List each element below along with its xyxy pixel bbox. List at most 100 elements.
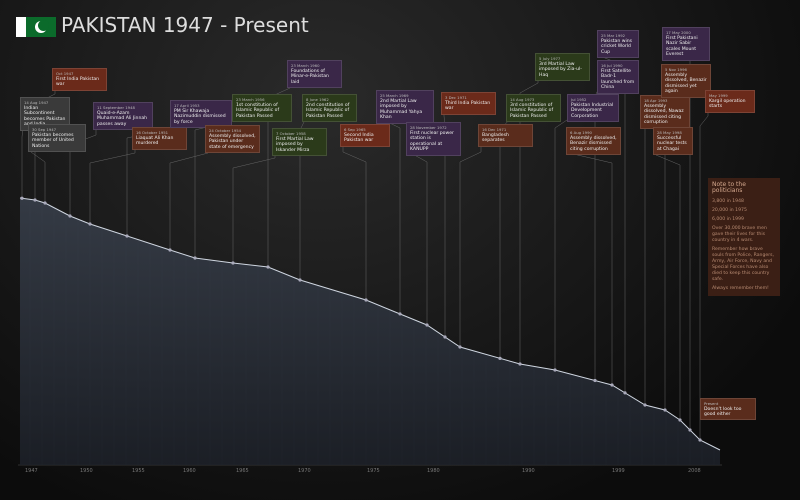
event-date: 14 Aug 1973 [510,97,535,102]
event-date: Present [704,401,719,406]
connector [699,108,709,440]
event-text: Third India Pakistan war [445,100,491,112]
connector [655,147,681,420]
event-text: Pakistan becomes member of United Nation… [32,132,74,149]
event-text: First nuclear power station is operation… [410,130,454,153]
event-date: 25 March 1969 [380,93,409,98]
event-box: 25 March 1969 2nd Martial Law imposed by … [376,90,434,124]
connector [232,150,276,263]
event-box: 28 November 1972 First nuclear power stat… [406,122,461,156]
event-box: Oct 1947 First India Pakistan war [52,68,107,91]
event-box: 16 Jul 1990 First Satellite Badr-1 launch… [597,60,639,94]
event-date: 16 Jul 1990 [601,63,623,68]
connector [408,144,428,325]
event-date: 11 September 1948 [97,105,135,110]
event-date: 25 Mar 1992 [601,33,626,38]
event-text: Assembly dissolved, Benazir dismissed ci… [570,135,617,152]
year-label: 1947 [25,468,38,474]
event-point [458,345,462,349]
event-point [688,428,692,432]
event-box: Jul 1952 Pakistan Industrial Development … [567,94,619,123]
event-box: 17 April 1953 PM Sir Khawaja Nazimuddin d… [170,100,232,129]
event-box: 8 June 1962 2nd constitution of Islamic R… [302,94,357,123]
event-box: 11 September 1948 Quaid-e-Azam Muhammad A… [93,102,153,131]
event-box: 23 March 1960 Foundations of Minar-e-Paki… [287,60,342,89]
event-text: 2nd Martial Law imposed by Muhammad Yahy… [380,98,423,121]
event-point [168,248,172,252]
event-box: May 1999 Kargil operation starts [705,90,755,113]
note-line: Over 30,000 brave men gave their lives f… [712,226,767,243]
event-text: Pakistan Industrial Development Corporat… [571,102,614,119]
event-text: Assembly dissolved, Pakistan under state… [209,133,256,150]
year-label: 1965 [236,468,249,474]
event-point [518,362,522,366]
note-line: 6,000 in 1999 [712,217,744,222]
connector [89,145,136,224]
event-text: Assembly dissolved, Nawaz dismissed citi… [644,103,684,126]
trend-line [19,197,721,451]
event-date: 8 June 1962 [306,97,329,102]
event-date: 14 Aug 1947 [24,100,49,105]
event-point [364,298,368,302]
connector [642,111,646,405]
title: PAKISTAN 1947 - Present [61,13,309,37]
year-label: 1955 [132,468,145,474]
event-text: Bangladesh separates [482,132,509,144]
event-text: 3rd Martial Law imposed by Zia-ul-Haq [539,61,582,78]
event-point [663,408,667,412]
event-date: 6 Aug 1990 [570,130,592,135]
event-date: 23 March 1960 [291,63,320,68]
event-text: First Pakistani Nazir Sabir scales Mount… [666,35,698,58]
event-point [698,438,702,442]
connector [568,145,613,385]
event-point [593,378,597,383]
event-box: 16 October 1951 Liaquat Ali Khan murdered [132,127,187,150]
event-point [266,265,270,269]
event-date: 17 April 1953 [174,103,200,108]
event-text: Pakistan wins cricket World Cup [601,38,633,55]
event-point [193,256,197,260]
present-box: Present Doesn't look too good either [700,398,756,420]
event-box: 28 May 1998 Successful nuclear tests at C… [653,127,693,156]
event-text: Doesn't look too good either [704,406,742,418]
event-date: 17 May 2000 [666,30,691,35]
event-date: 6 Sep 1965 [344,127,366,132]
event-point [231,261,235,265]
event-date: 3 Dec 1971 [445,95,467,100]
event-text: First India Pakistan war [56,76,100,88]
year-label: 1975 [367,468,380,474]
event-date: Oct 1947 [56,71,74,76]
event-point [43,201,47,205]
event-date: 28 November 1972 [410,125,447,130]
event-date: 18 Apr 1993 [644,98,668,103]
event-box: 16 Dec 1971 Bangladesh separates [478,124,533,147]
event-date: 5 July 1977 [539,56,561,61]
event-date: Jul 1952 [571,97,587,102]
event-date: 30 Sep 1947 [32,127,57,132]
event-box: 24 October 1954 Assembly dissolved, Pakis… [205,125,260,154]
note-line: 20,000 in 1975 [712,208,747,213]
event-date: 23 March 1956 [236,97,265,102]
note-box: Note to the politicians 3,800 in 1948 20,… [708,178,780,296]
event-point [443,335,447,339]
event-text: Liaquat Ali Khan murdered [136,135,174,147]
event-point [643,403,647,407]
connector [459,144,482,347]
event-box: 6 Aug 1990 Assembly dissolved, Benazir di… [566,127,621,156]
event-point [678,418,682,422]
event-text: 1st constitution of Islamic Republic of … [236,102,280,119]
event-box: 25 Mar 1992 Pakistan wins cricket World C… [597,30,639,59]
event-date: 24 October 1954 [209,128,242,133]
event-box: 23 March 1956 1st constitution of Islamic… [232,94,292,123]
event-date: 28 May 1998 [657,130,682,135]
event-text: First Satellite Badr-1 launched from Chi… [601,68,635,91]
event-point [68,214,72,218]
event-text: Foundations of Minar-e-Pakistan laid [291,68,329,85]
event-text: Kargil operation starts [709,98,746,110]
event-box: 17 May 2000 First Pakistani Nazir Sabir s… [662,27,710,61]
event-point [553,368,557,372]
event-text: 2nd constitution of Islamic Republic of … [306,102,350,119]
note-title: Note to the politicians [712,181,746,194]
event-box: 14 Aug 1973 3rd constitution of Islamic R… [506,94,561,123]
note-line: 3,800 in 1948 [712,199,744,204]
